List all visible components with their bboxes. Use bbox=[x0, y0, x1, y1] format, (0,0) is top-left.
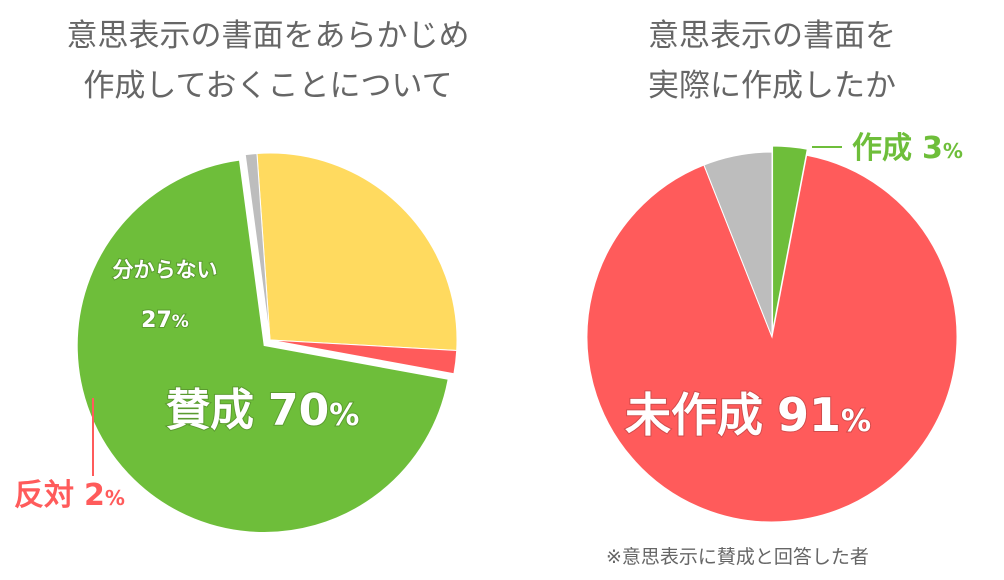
chart1-value-sansei-unit: % bbox=[329, 398, 359, 433]
chart2-title-line1: 意思表示の書面を bbox=[648, 18, 896, 54]
chart2-label-sakusei: 作成 3% bbox=[852, 131, 963, 166]
chart2-value-misakusei-number: 91 bbox=[777, 388, 841, 442]
chart1-slice-wakaranai bbox=[256, 152, 458, 351]
chart1-slice-hantai bbox=[269, 339, 458, 375]
chart1-title-line2: 作成しておくことについて bbox=[83, 68, 452, 104]
chart2-label-misakusei: 未作成 91% bbox=[625, 388, 871, 442]
chart1-value-wakaranai-number: 27 bbox=[141, 308, 172, 333]
chart1-slice-other bbox=[244, 152, 271, 341]
chart1-label-hantai: 反対 2% bbox=[14, 478, 125, 513]
chart2-title-line2: 実際に作成したか bbox=[648, 68, 896, 104]
chart2-slice-other bbox=[703, 151, 773, 338]
chart2-footnote: ※意思表示に賛成と回答した者 bbox=[606, 546, 869, 568]
chart2-label-sakusei-text: 作成 bbox=[852, 131, 912, 166]
chart2-value-sakusei-number: 3 bbox=[922, 131, 943, 166]
chart1-label-sansei: 賛成 70% bbox=[166, 385, 359, 436]
chart2-slice-sakusei bbox=[772, 145, 808, 332]
chart1-value-hantai-number: 2 bbox=[84, 478, 105, 513]
chart1-pie bbox=[76, 152, 458, 534]
chart1-slice-sansei bbox=[76, 159, 449, 534]
chart1-label-wakaranai: 分からない bbox=[113, 258, 218, 282]
chart1-value-hantai-unit: % bbox=[105, 486, 125, 510]
chart1-value-sansei-number: 70 bbox=[268, 385, 329, 436]
chart2-pie bbox=[586, 145, 958, 523]
chart1-label-sansei-text: 賛成 bbox=[166, 385, 254, 436]
chart2-slice-misakusei bbox=[586, 154, 958, 523]
chart2-label-misakusei-text: 未作成 bbox=[625, 388, 763, 442]
chart1-value-wakaranai-unit: % bbox=[172, 312, 189, 332]
chart1-value-wakaranai: 27% bbox=[141, 308, 189, 333]
chart1-label-hantai-text: 反対 bbox=[14, 478, 74, 513]
chart2-value-misakusei-unit: % bbox=[841, 404, 871, 439]
chart2-value-sakusei-unit: % bbox=[943, 139, 963, 163]
chart1-title-line1: 意思表示の書面をあらかじめ bbox=[67, 18, 470, 54]
